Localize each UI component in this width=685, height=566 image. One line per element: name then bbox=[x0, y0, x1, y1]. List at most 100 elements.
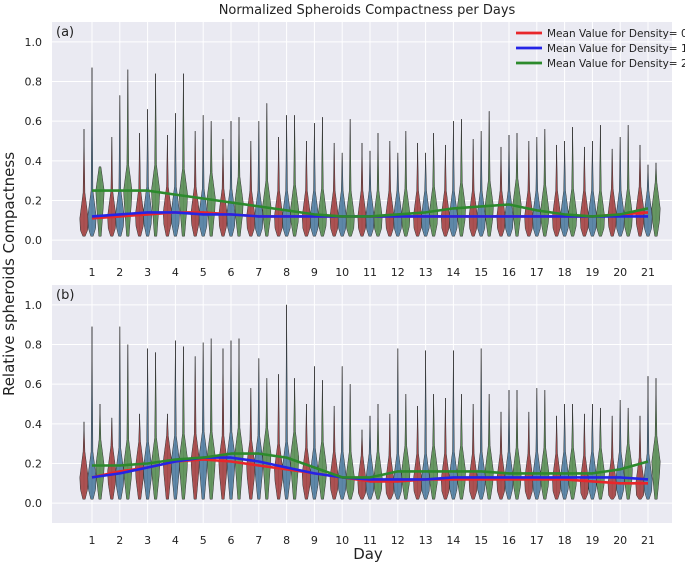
x-tick-label: 14 bbox=[446, 266, 460, 279]
violin-body bbox=[123, 69, 133, 237]
violin-body bbox=[524, 140, 534, 237]
violin-body bbox=[623, 407, 633, 500]
y-tick-label: 0.8 bbox=[25, 339, 43, 352]
violin-body bbox=[385, 413, 395, 500]
violin-body bbox=[512, 133, 522, 237]
violin-body bbox=[79, 129, 89, 237]
violin-body bbox=[234, 117, 244, 237]
violin-body bbox=[651, 378, 661, 500]
violin-body bbox=[440, 398, 450, 500]
x-tick-label: 17 bbox=[530, 534, 544, 547]
violin-body bbox=[568, 127, 578, 237]
violin-body bbox=[448, 350, 458, 500]
figure-title: Normalized Spheroids Compactness per Day… bbox=[219, 3, 516, 18]
violin-body bbox=[151, 73, 161, 237]
legend-entry: Mean Value for Density= 2.0 bbox=[547, 58, 685, 70]
x-tick-label: 12 bbox=[391, 534, 405, 547]
x-tick-label: 18 bbox=[558, 534, 572, 547]
x-tick-label: 6 bbox=[228, 534, 235, 547]
violin-body bbox=[413, 405, 423, 500]
panel-a: 0.00.20.40.60.81.01 2 3 4 5 6 7 8 9 10 11 12 13 14 15 1… bbox=[25, 22, 685, 279]
violin-body bbox=[290, 115, 300, 237]
violin-body bbox=[329, 142, 339, 237]
violin-body bbox=[282, 115, 292, 237]
y-tick-label: 0.4 bbox=[25, 155, 43, 168]
panel-label: (b) bbox=[56, 288, 74, 303]
x-tick-label: 4 bbox=[172, 266, 179, 279]
x-tick-label: 20 bbox=[613, 266, 627, 279]
y-tick-label: 0.0 bbox=[25, 497, 43, 510]
x-tick-label: 20 bbox=[613, 534, 627, 547]
violin-body bbox=[476, 131, 486, 237]
violin-body bbox=[198, 115, 208, 237]
y-tick-label: 0.2 bbox=[25, 458, 43, 471]
violin-body bbox=[440, 144, 450, 237]
violin-body bbox=[393, 348, 403, 500]
mean-line bbox=[91, 456, 649, 481]
violin-body bbox=[115, 326, 125, 500]
x-tick-label: 16 bbox=[502, 534, 516, 547]
y-tick-label: 0.6 bbox=[25, 378, 43, 391]
violin-body bbox=[123, 344, 133, 500]
panel-label: (a) bbox=[56, 25, 74, 40]
x-tick-label: 12 bbox=[391, 266, 405, 279]
x-tick-label: 10 bbox=[335, 266, 349, 279]
violin-body bbox=[401, 394, 411, 500]
legend-entry: Mean Value for Density= 1.0 bbox=[547, 43, 685, 55]
x-tick-label: 1 bbox=[89, 534, 96, 547]
violin-body bbox=[560, 140, 570, 237]
violin-body bbox=[568, 403, 578, 500]
x-tick-label: 7 bbox=[255, 266, 262, 279]
violin-body bbox=[170, 113, 180, 237]
violin-body bbox=[246, 140, 256, 237]
violin-body bbox=[262, 103, 272, 237]
violin-body bbox=[301, 403, 311, 500]
violin-body bbox=[365, 150, 375, 237]
violin-body bbox=[456, 394, 466, 500]
violin-body bbox=[429, 394, 439, 500]
violin-body bbox=[504, 390, 514, 500]
violin-body bbox=[190, 356, 200, 500]
violin-body bbox=[421, 350, 431, 500]
violin-body bbox=[357, 142, 367, 237]
y-tick-label: 0.6 bbox=[25, 115, 43, 128]
violin-body bbox=[373, 133, 383, 237]
violin-body bbox=[79, 421, 89, 500]
violin-body bbox=[532, 388, 542, 500]
x-tick-label: 15 bbox=[474, 534, 488, 547]
violin-body bbox=[282, 304, 292, 500]
y-tick-label: 0.0 bbox=[25, 234, 43, 247]
panel-b: 0.00.20.40.60.81.01 2 3 4 5 6 7 8 9 10 11 12 13 14 15 1… bbox=[25, 285, 672, 547]
violin-body bbox=[560, 403, 570, 500]
violin-body bbox=[643, 164, 653, 237]
x-tick-label: 2 bbox=[116, 266, 123, 279]
mean-line bbox=[92, 452, 649, 479]
violin-body bbox=[595, 125, 605, 237]
x-tick-label: 14 bbox=[446, 534, 460, 547]
violin-body bbox=[274, 137, 284, 237]
y-tick-label: 0.8 bbox=[25, 76, 43, 89]
x-tick-label: 6 bbox=[228, 266, 235, 279]
y-tick-label: 0.2 bbox=[25, 195, 43, 208]
x-tick-label: 1 bbox=[89, 266, 96, 279]
violin-body bbox=[135, 413, 145, 500]
violin-body bbox=[512, 390, 522, 500]
violin-body bbox=[615, 137, 625, 237]
violin-body bbox=[615, 400, 625, 500]
violin-body bbox=[540, 390, 550, 500]
violin-body bbox=[345, 384, 355, 500]
x-tick-label: 9 bbox=[311, 266, 318, 279]
y-tick-label: 0.4 bbox=[25, 418, 43, 431]
x-tick-label: 2 bbox=[116, 534, 123, 547]
violin-body bbox=[309, 123, 319, 237]
violin-body bbox=[623, 125, 633, 237]
violin-body bbox=[226, 340, 236, 500]
violin-body bbox=[143, 348, 153, 500]
x-tick-label: 3 bbox=[144, 534, 151, 547]
violin-body bbox=[540, 129, 550, 237]
x-tick-label: 21 bbox=[641, 534, 655, 547]
legend: Mean Value for Density= 0.5 Mean Value fo… bbox=[516, 28, 685, 70]
x-tick-label: 8 bbox=[283, 266, 290, 279]
violin-body bbox=[385, 140, 395, 237]
